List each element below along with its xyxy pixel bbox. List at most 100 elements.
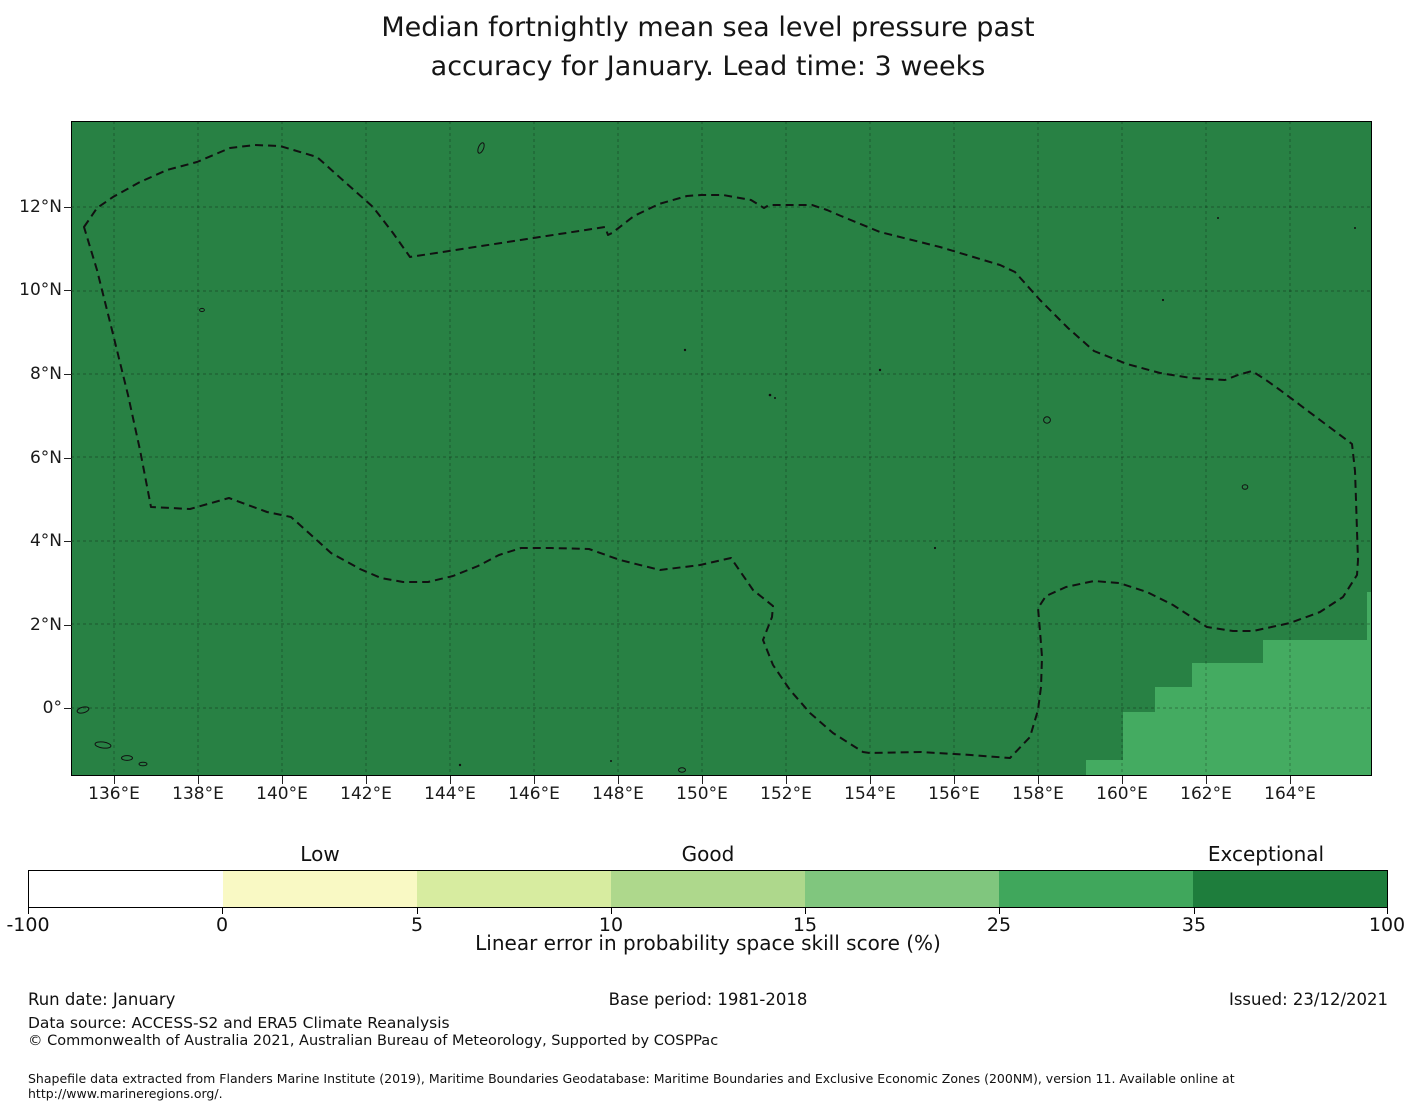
colorbar-segment-10-15 xyxy=(611,871,805,907)
lon-label: 140°E xyxy=(256,784,308,804)
y-tick xyxy=(64,374,72,375)
x-tick xyxy=(618,776,619,784)
y-tick xyxy=(64,458,72,459)
run-date-text: Run date: January xyxy=(28,990,176,1009)
lat-label-6n: 6°N xyxy=(29,448,62,468)
x-tick xyxy=(366,776,367,784)
figure-title-line2: accuracy for January. Lead time: 3 weeks xyxy=(430,51,986,82)
lon-label: 142°E xyxy=(340,784,392,804)
colorbar-tick xyxy=(805,908,806,914)
x-tick xyxy=(870,776,871,784)
colorbar-segment-5-10 xyxy=(417,871,611,907)
colorbar-tick xyxy=(417,908,418,914)
figure-title: Median fortnightly mean sea level pressu… xyxy=(0,8,1416,86)
x-tick xyxy=(198,776,199,784)
lon-label: 148°E xyxy=(592,784,644,804)
x-tick xyxy=(786,776,787,784)
lon-label: 152°E xyxy=(760,784,812,804)
lon-label: 156°E xyxy=(928,784,980,804)
colorbar-segment-35-100 xyxy=(1193,871,1387,907)
island-png-4 xyxy=(138,761,148,767)
colorbar-segment-15-25 xyxy=(805,871,999,907)
colorbar-tick xyxy=(222,908,223,914)
colorbar-label-5: 5 xyxy=(410,914,424,936)
eez-boundary-dashed xyxy=(83,144,1359,759)
lat-label-12n: 12°N xyxy=(19,197,62,217)
y-tick xyxy=(64,708,72,709)
y-tick xyxy=(64,290,72,291)
colorbar-label-0: 0 xyxy=(215,914,229,936)
x-tick xyxy=(1038,776,1039,784)
lat-label-2n: 2°N xyxy=(29,615,62,635)
colorbar-tick xyxy=(1387,908,1388,914)
colorbar-segment-0-5 xyxy=(223,871,417,907)
legend-category-good: Good xyxy=(681,842,735,866)
lon-label: 164°E xyxy=(1264,784,1316,804)
map-border xyxy=(71,121,1372,776)
legend-category-low: Low xyxy=(300,842,340,866)
x-tick xyxy=(702,776,703,784)
y-tick xyxy=(64,625,72,626)
island-outlines xyxy=(76,142,1249,773)
map-southeast-staircase-region xyxy=(1086,592,1372,776)
lon-label: 158°E xyxy=(1012,784,1064,804)
colorbar-axis-label: Linear error in probability space skill … xyxy=(475,931,941,955)
lon-label: 150°E xyxy=(676,784,728,804)
lat-label-4n: 4°N xyxy=(29,531,62,551)
island-png-3 xyxy=(121,755,133,761)
x-tick xyxy=(954,776,955,784)
figure-title-line1: Median fortnightly mean sea level pressu… xyxy=(381,12,1035,43)
graticule xyxy=(71,121,1372,776)
copyright-text: © Commonwealth of Australia 2021, Austra… xyxy=(28,1033,719,1049)
x-tick xyxy=(1122,776,1123,784)
lon-label: 136°E xyxy=(88,784,140,804)
x-tick xyxy=(1290,776,1291,784)
colorbar-segment-neg100-0 xyxy=(29,871,223,907)
y-tick xyxy=(64,207,72,208)
island-guam xyxy=(477,142,485,154)
lon-label: 138°E xyxy=(172,784,224,804)
colorbar-label-neg100: -100 xyxy=(6,914,50,936)
island-pohnpei xyxy=(1043,416,1051,424)
lon-label: 160°E xyxy=(1096,784,1148,804)
colorbar-label-100: 100 xyxy=(1368,914,1406,936)
colorbar-label-10: 10 xyxy=(598,914,624,936)
x-tick xyxy=(282,776,283,784)
issued-date-text: Issued: 23/12/2021 xyxy=(1228,990,1388,1009)
colorbar-segment-25-35 xyxy=(999,871,1193,907)
colorbar-label-15: 15 xyxy=(792,914,818,936)
x-tick xyxy=(1206,776,1207,784)
island-png-1 xyxy=(76,706,90,714)
colorbar-label-35: 35 xyxy=(1181,914,1207,936)
colorbar-tick xyxy=(999,908,1000,914)
island-small-south xyxy=(678,767,686,773)
colorbar-label-25: 25 xyxy=(986,914,1012,936)
lon-label: 144°E xyxy=(424,784,476,804)
colorbar-tick xyxy=(611,908,612,914)
colorbar-tick xyxy=(1194,908,1195,914)
island-specks xyxy=(458,217,1356,767)
y-tick xyxy=(64,541,72,542)
map-svg xyxy=(71,121,1372,776)
lon-label: 162°E xyxy=(1180,784,1232,804)
lat-label-8n: 8°N xyxy=(29,364,62,384)
island-yap xyxy=(199,307,205,313)
base-period-text: Base period: 1981-2018 xyxy=(608,990,808,1009)
colorbar xyxy=(28,870,1388,908)
x-tick xyxy=(450,776,451,784)
x-tick xyxy=(114,776,115,784)
x-tick xyxy=(534,776,535,784)
data-source-text: Data source: ACCESS-S2 and ERA5 Climate … xyxy=(28,1014,450,1032)
shapefile-attribution-text: Shapefile data extracted from Flanders M… xyxy=(28,1071,1235,1101)
map-base-fill xyxy=(71,121,1372,776)
legend-category-exceptional: Exceptional xyxy=(1207,842,1325,866)
map-canvas xyxy=(71,121,1372,776)
lat-label-0: 0° xyxy=(42,698,62,718)
island-kosrae xyxy=(1241,484,1249,490)
island-png-2 xyxy=(94,741,112,749)
colorbar-tick xyxy=(28,908,29,914)
lon-label: 146°E xyxy=(508,784,560,804)
lon-label: 154°E xyxy=(844,784,896,804)
lat-label-10n: 10°N xyxy=(19,280,62,300)
